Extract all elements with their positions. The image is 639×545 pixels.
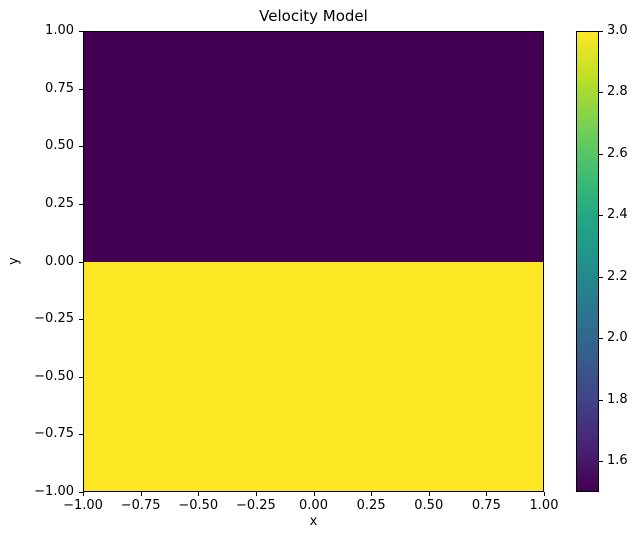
y-tick-label: 0.00 [45,253,74,269]
x-tick-mark [371,492,373,496]
x-tick-label: 0.00 [299,498,328,513]
colorbar-tick-mark [599,461,603,463]
y-tick-label: −0.75 [34,426,74,442]
y-tick-label: −1.00 [34,484,74,499]
y-tick-mark [79,31,83,32]
colorbar [576,31,599,492]
x-tick-mark [255,492,257,496]
y-tick-mark [79,203,83,205]
x-axis-label: x [309,514,318,529]
colorbar-tick-label: 2.4 [607,207,628,223]
colorbar-tick-mark [599,153,603,155]
colorbar-tick-label: 2.2 [607,268,628,284]
y-tick-mark [79,146,83,148]
region-top-layer [84,32,543,262]
y-tick-mark [79,492,83,493]
chart-title: Velocity Model [259,7,368,25]
colorbar-tick-label: 1.6 [607,453,628,469]
x-tick-mark [486,492,488,496]
x-tick-mark [140,492,142,496]
colorbar-tick-label: 2.8 [607,84,628,100]
plot-area [83,31,544,492]
x-tick-mark [428,492,430,496]
y-tick-mark [79,376,83,378]
y-tick-label: −0.50 [34,368,74,384]
colorbar-tick-label: 2.0 [607,330,628,346]
y-tick-mark [79,319,83,321]
y-tick-mark [79,261,83,263]
colorbar-tick-label: 3.0 [607,23,628,38]
y-tick-mark [79,88,83,90]
y-tick-mark [79,434,83,436]
x-tick-mark [544,492,545,496]
x-tick-label: 0.50 [414,498,444,513]
x-tick-label: 0.75 [471,498,501,513]
colorbar-tick-label: 1.8 [607,391,628,407]
x-tick-mark [313,492,315,496]
colorbar-tick-mark [599,215,603,217]
y-axis-label: y [6,257,22,265]
colorbar-tick-mark [599,399,603,401]
y-tick-label: −0.25 [34,311,74,327]
colorbar-tick-mark [599,276,603,278]
y-tick-label: 0.25 [45,195,74,211]
x-tick-mark [83,492,84,496]
x-tick-label: 1.00 [529,498,559,513]
y-tick-label: 1.00 [45,23,74,38]
colorbar-tick-mark [599,31,603,32]
x-tick-label: −0.75 [120,498,161,513]
x-tick-label: −1.00 [63,498,103,513]
colorbar-tick-mark [599,338,603,340]
x-tick-mark [198,492,200,496]
colorbar-tick-label: 2.6 [607,145,628,161]
colorbar-tick-mark [599,92,603,94]
y-tick-label: 0.50 [45,138,74,154]
x-tick-label: −0.25 [235,498,276,513]
x-tick-label: −0.50 [178,498,219,513]
y-tick-label: 0.75 [45,80,74,96]
x-tick-label: 0.25 [356,498,386,513]
region-bottom-layer [84,261,543,491]
